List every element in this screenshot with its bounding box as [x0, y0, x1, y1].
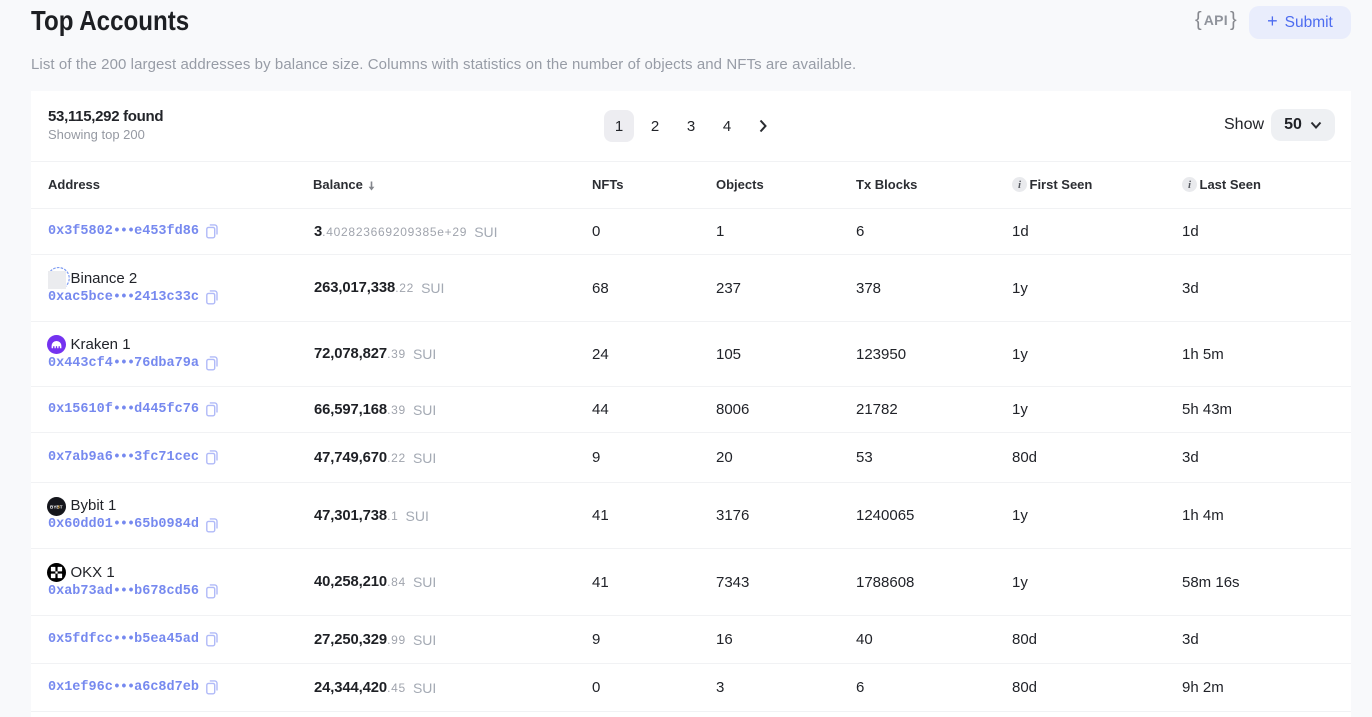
svg-text:BYB: BYB [50, 504, 60, 509]
svg-text:I: I [58, 504, 59, 509]
svg-text:T: T [59, 504, 62, 509]
